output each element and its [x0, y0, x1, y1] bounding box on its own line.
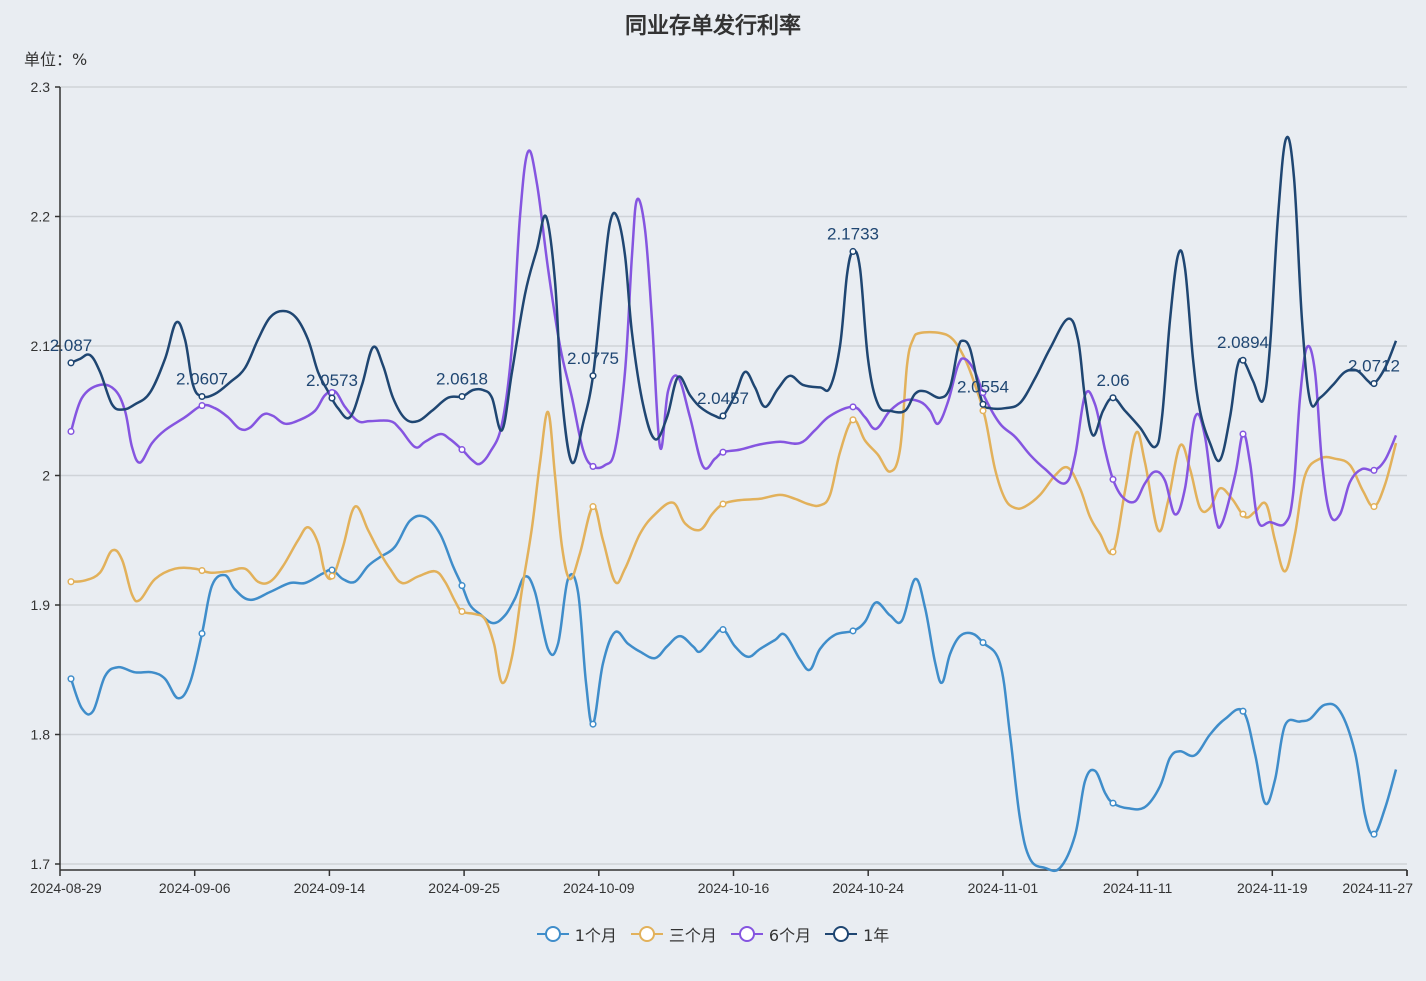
y-tick-label: 2: [42, 468, 50, 484]
data-point-marker: [719, 412, 727, 420]
data-point-marker: [1239, 430, 1247, 438]
y-axis-unit-label: 单位：%: [24, 50, 88, 69]
data-point-marker: [1109, 548, 1117, 556]
data-label: 2.0554: [957, 377, 1009, 396]
data-point-marker: [1239, 510, 1247, 518]
x-tick-label: 2024-09-14: [294, 880, 366, 896]
legend-circle-icon: [630, 926, 663, 942]
data-point-marker: [849, 403, 857, 411]
x-tick-label: 2024-10-24: [832, 880, 904, 896]
data-label: 2.0775: [567, 349, 619, 368]
x-tick-label: 2024-08-29: [30, 880, 102, 896]
data-label: 2.1733: [827, 224, 879, 243]
data-point-marker: [328, 572, 336, 580]
legend-circle-icon: [825, 926, 858, 942]
data-point-marker: [849, 247, 857, 256]
data-label: 2.0712: [1348, 357, 1400, 376]
data-point-marker: [979, 639, 987, 647]
y-tick-label: 1.9: [31, 597, 51, 613]
data-point-marker: [1239, 356, 1247, 364]
y-tick-label: 2.3: [31, 79, 51, 95]
data-point-markers: [67, 247, 1378, 838]
axes: 1.7 1.8 1.9 2 2.1 2.2 2.3 2024-08-29 2024-09-06 2…: [30, 79, 1413, 896]
legend-label: 1个月: [574, 926, 617, 945]
data-point-marker: [979, 407, 987, 415]
series-lines: [69, 135, 1398, 873]
data-point-marker: [1370, 830, 1378, 838]
data-labels: 2.087 2.0607 2.0573 2.0618 2.0775 2.0457 2.173…: [50, 224, 1400, 407]
data-point-marker: [328, 394, 336, 402]
data-label: 2.0457: [697, 389, 749, 408]
legend-item-1y[interactable]: 1年: [825, 922, 889, 946]
x-tick-label: 2024-11-11: [1103, 880, 1173, 896]
data-point-marker: [719, 500, 727, 508]
x-tick-label: 2024-09-25: [428, 880, 500, 896]
data-point-marker: [1239, 707, 1247, 715]
x-tick-label: 2024-09-06: [159, 880, 231, 896]
x-tick-label: 2024-11-27: [1342, 880, 1413, 896]
series-line-1年: [70, 135, 1398, 465]
data-point-marker: [1370, 380, 1378, 388]
x-tick-label: 2024-11-19: [1237, 880, 1308, 896]
x-tick-label: 2024-10-16: [698, 880, 770, 896]
data-point-marker: [458, 392, 466, 401]
data-label: 2.0573: [306, 371, 358, 390]
data-point-marker: [198, 402, 206, 410]
chart-title: 同业存单发行利率: [624, 14, 801, 39]
data-point-marker: [328, 388, 336, 397]
data-point-marker: [589, 503, 597, 511]
data-point-marker: [198, 567, 206, 575]
data-point-marker: [458, 446, 466, 454]
grid-lines: [60, 86, 1407, 865]
series-line-1个月: [69, 514, 1398, 873]
data-label: 2.0618: [436, 370, 488, 389]
data-point-marker: [1109, 799, 1117, 807]
legend-label: 三个月: [668, 926, 717, 945]
legend-label: 6个月: [768, 926, 812, 945]
data-point-marker: [67, 359, 75, 367]
y-tick-label: 1.8: [31, 727, 51, 743]
data-label: 2.087: [50, 336, 93, 355]
y-tick-label: 2.1: [31, 338, 51, 354]
data-label: 2.06: [1096, 371, 1129, 390]
data-point-marker: [198, 629, 206, 638]
legend-item-1m[interactable]: 1个月: [536, 922, 617, 946]
data-point-marker: [719, 448, 727, 456]
data-point-marker: [67, 675, 75, 683]
data-label: 2.0894: [1217, 333, 1269, 352]
data-point-marker: [979, 400, 987, 408]
data-point-marker: [849, 627, 857, 635]
legend-item-6m[interactable]: 6个月: [730, 922, 812, 946]
legend-item-3m[interactable]: 三个月: [630, 922, 717, 946]
y-tick-label: 1.7: [31, 856, 51, 872]
data-point-marker: [849, 416, 857, 424]
data-point-marker: [1370, 503, 1378, 511]
data-label: 2.0607: [176, 370, 228, 389]
data-point-marker: [1109, 394, 1117, 402]
data-point-marker: [458, 607, 466, 616]
data-point-marker: [1109, 475, 1117, 483]
y-tick-label: 2.2: [31, 209, 51, 225]
legend-circle-icon: [536, 926, 569, 942]
x-tick-label: 2024-11-01: [968, 880, 1039, 896]
data-point-marker: [589, 372, 597, 380]
data-point-marker: [1370, 466, 1378, 474]
data-point-marker: [328, 566, 336, 574]
data-point-marker: [67, 578, 75, 586]
data-point-marker: [458, 582, 466, 590]
x-tick-label: 2024-10-09: [563, 880, 635, 896]
data-point-marker: [198, 392, 206, 401]
data-point-marker: [719, 626, 727, 634]
series-line-6个月: [69, 149, 1398, 529]
data-point-marker: [979, 389, 987, 397]
legend-circle-icon: [730, 926, 763, 942]
series-line-三个月: [70, 330, 1398, 685]
data-point-marker: [589, 720, 597, 728]
chart-legend: 1个月 三个月 6个月 1年: [0, 922, 1426, 946]
data-point-marker: [67, 427, 75, 436]
data-point-marker: [589, 462, 597, 470]
legend-label: 1年: [863, 926, 890, 945]
